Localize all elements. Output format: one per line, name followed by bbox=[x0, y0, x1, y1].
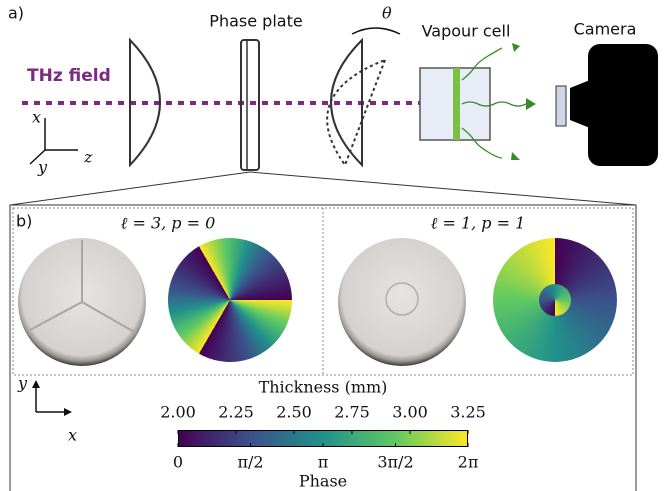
projection bbox=[250, 172, 636, 205]
arrowhead bbox=[511, 152, 520, 160]
arrowhead bbox=[64, 408, 72, 416]
camera-label: Camera bbox=[574, 20, 637, 39]
camera bbox=[588, 44, 658, 166]
thickness-tick: 3.00 bbox=[392, 403, 428, 422]
thz-label: THz field bbox=[27, 66, 111, 86]
thickness-tick: 2.25 bbox=[218, 403, 254, 422]
plate-label: ℓ = 1, p = 1 bbox=[431, 214, 526, 233]
theta: θ bbox=[382, 4, 392, 23]
phase-tick: 0 bbox=[173, 453, 183, 472]
axis-label: y bbox=[17, 374, 28, 393]
colorbar-title: Thickness (mm) bbox=[259, 378, 388, 397]
arrowhead bbox=[512, 43, 520, 52]
panel-label: a) bbox=[8, 4, 24, 23]
thickness-tick: 3.25 bbox=[450, 403, 486, 422]
colorbar-title: Phase bbox=[299, 472, 347, 491]
camera-window bbox=[556, 86, 566, 126]
thickness-tick: 2.00 bbox=[160, 403, 196, 422]
thickness-tick: 2.75 bbox=[334, 403, 370, 422]
panel-label: b) bbox=[16, 212, 32, 231]
diagram: a) THz field Phase plate θ Vapour cell C… bbox=[0, 0, 668, 491]
atom-layer bbox=[453, 68, 460, 140]
axis-label: x bbox=[68, 426, 77, 445]
projection bbox=[10, 172, 250, 205]
phase-tick: 3π/2 bbox=[377, 453, 413, 472]
axis-label: x bbox=[32, 108, 41, 127]
camera-lens bbox=[570, 80, 590, 128]
phase-plate-label: Phase plate bbox=[209, 12, 302, 31]
vapour-cell-label: Vapour cell bbox=[422, 22, 511, 41]
phase-tick: π/2 bbox=[237, 453, 263, 472]
rotation-arrow bbox=[352, 28, 400, 34]
plate-label: ℓ = 3, p = 0 bbox=[121, 214, 216, 233]
phase-tick: π bbox=[318, 453, 329, 472]
thickness-tick: 2.50 bbox=[276, 403, 312, 422]
axis-label: z bbox=[83, 148, 93, 167]
arrowhead bbox=[32, 380, 40, 388]
phase-tick: 2π bbox=[458, 453, 479, 472]
arrowhead bbox=[526, 98, 536, 110]
figure: a) THz field Phase plate θ Vapour cell C… bbox=[0, 0, 668, 491]
plate-photo bbox=[338, 238, 466, 366]
axis-label: y bbox=[37, 158, 48, 177]
